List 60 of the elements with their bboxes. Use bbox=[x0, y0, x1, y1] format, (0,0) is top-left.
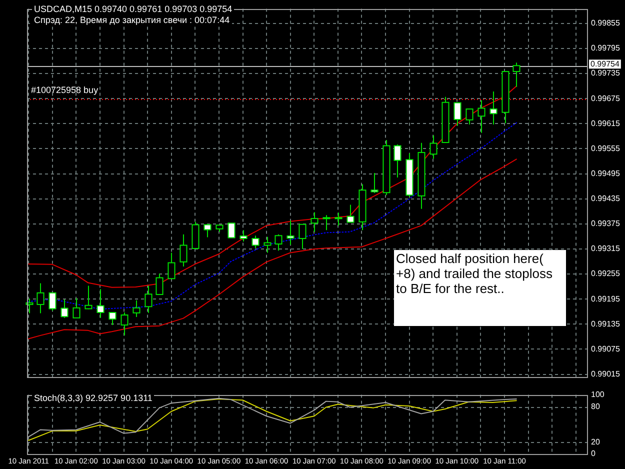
candlestick bbox=[334, 212, 342, 226]
candlestick bbox=[132, 300, 140, 318]
candlestick bbox=[346, 204, 354, 223]
candlestick bbox=[240, 230, 248, 242]
y-tick-label: 0.99435 bbox=[591, 194, 620, 204]
candlestick bbox=[60, 299, 68, 318]
candlestick bbox=[228, 222, 236, 238]
y-tick-label: 0.99795 bbox=[591, 44, 620, 53]
y-tick-label: 0.99255 bbox=[591, 269, 620, 278]
y-tick-label: 0.99675 bbox=[591, 94, 620, 103]
annotation: Closed half position here( +8) and trailed the stoploss to B/E for the rest.. bbox=[394, 250, 566, 326]
candlestick bbox=[36, 282, 44, 314]
ref-line-label: #100725958 buy bbox=[31, 85, 99, 96]
candlestick bbox=[144, 285, 152, 314]
candlestick bbox=[72, 298, 80, 318]
candlestick bbox=[370, 172, 378, 194]
candlestick bbox=[466, 108, 474, 125]
ref-line-label: 0.99754 bbox=[590, 59, 620, 68]
candlestick bbox=[156, 273, 164, 296]
y-tick-label: 0.99555 bbox=[591, 144, 620, 153]
chart-title: USDCAD,M15 0.99740 0.99761 0.99703 0.99754 bbox=[32, 4, 234, 15]
y-tick-label: 0.99195 bbox=[591, 294, 620, 304]
candlestick bbox=[264, 236, 272, 254]
y-tick-label: 0.99135 bbox=[591, 319, 620, 328]
candlestick bbox=[180, 234, 188, 268]
candlestick bbox=[286, 220, 294, 246]
candlestick bbox=[120, 312, 128, 336]
y-tick-label: 0.99315 bbox=[591, 244, 620, 254]
candlestick bbox=[430, 134, 438, 160]
y-tick-label: 0.99375 bbox=[591, 219, 620, 228]
candlestick bbox=[168, 252, 176, 280]
y-tick-label: 0.99735 bbox=[591, 68, 620, 78]
candlestick bbox=[96, 288, 104, 318]
y-tick-label: 0.99015 bbox=[591, 369, 620, 378]
candlestick bbox=[478, 100, 486, 134]
candlestick bbox=[204, 223, 212, 238]
candlestick bbox=[322, 214, 330, 231]
y-tick-label: 80 bbox=[591, 402, 600, 411]
candlestick bbox=[26, 298, 34, 314]
candlestick bbox=[454, 102, 462, 126]
y-tick-label: 0.99075 bbox=[591, 344, 620, 354]
candlestick bbox=[310, 212, 318, 232]
candlestick bbox=[394, 144, 402, 178]
candlestick bbox=[84, 285, 92, 310]
candlestick bbox=[274, 234, 282, 252]
chart-title: Stoch(8,3,3) 92.9257 90.1311 bbox=[32, 393, 154, 404]
candlestick bbox=[490, 91, 498, 125]
y-tick-label: 100 bbox=[591, 390, 605, 400]
candlestick bbox=[252, 235, 260, 249]
y-tick-label: 0.99615 bbox=[591, 118, 620, 128]
y-tick-label: 0 bbox=[591, 449, 596, 458]
y-tick-label: 20 bbox=[591, 437, 600, 446]
text: Спрэд: 22, Время до закрытия свечи : 00:07:44 bbox=[32, 15, 232, 26]
y-tick-label: 0.99495 bbox=[591, 168, 620, 178]
candlestick bbox=[512, 62, 520, 88]
candlestick bbox=[48, 292, 56, 312]
y-tick-label: 0.99855 bbox=[591, 18, 620, 28]
candlestick bbox=[192, 221, 200, 250]
candlestick bbox=[298, 224, 306, 250]
candlestick bbox=[108, 312, 116, 326]
